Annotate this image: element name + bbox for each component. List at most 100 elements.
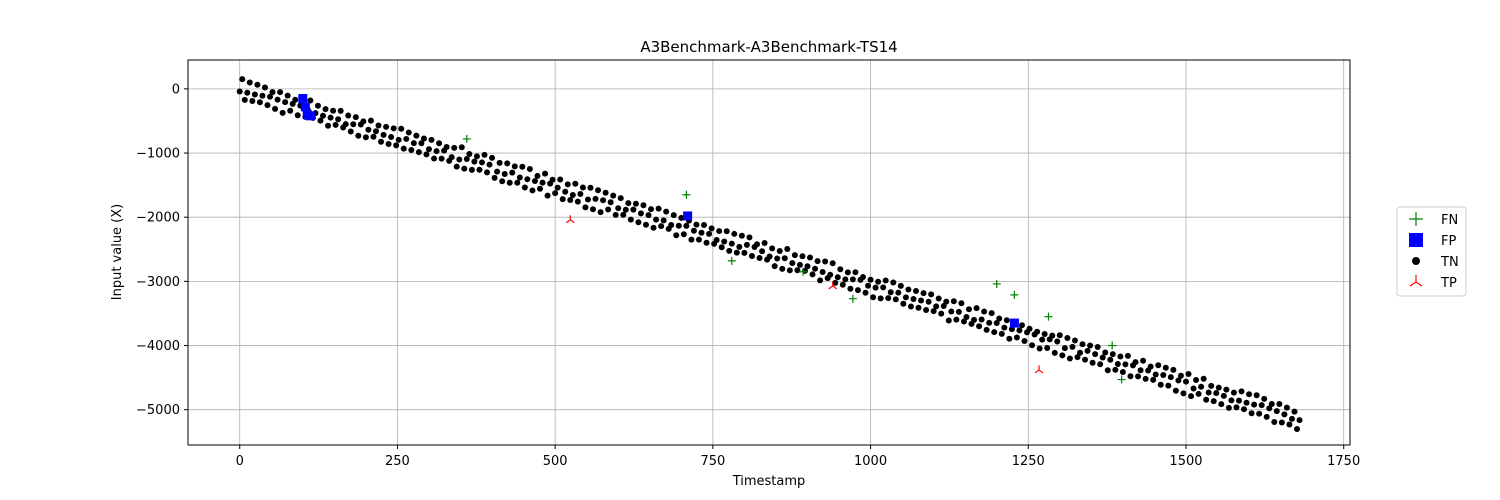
tn-point bbox=[847, 285, 854, 292]
tn-point bbox=[1061, 345, 1068, 352]
tn-point bbox=[251, 91, 258, 98]
tn-point bbox=[1172, 387, 1179, 394]
tn-point bbox=[620, 211, 627, 218]
tn-point bbox=[272, 105, 279, 112]
tn-point bbox=[817, 277, 824, 284]
tn-point bbox=[506, 179, 513, 186]
tn-point bbox=[771, 263, 778, 270]
tn-point bbox=[1054, 338, 1061, 345]
tn-point bbox=[794, 267, 801, 274]
x-tick-label: 1250 bbox=[1012, 454, 1045, 469]
tn-point bbox=[660, 217, 667, 224]
tn-point bbox=[453, 163, 460, 170]
tn-point bbox=[680, 231, 687, 238]
tn-point bbox=[1077, 349, 1084, 356]
tn-point bbox=[519, 163, 526, 170]
tn-point bbox=[1056, 332, 1063, 339]
data-points bbox=[236, 76, 1303, 433]
tn-point bbox=[345, 112, 352, 119]
tn-point bbox=[1213, 390, 1220, 397]
tn-point bbox=[905, 286, 912, 293]
tn-point bbox=[615, 205, 622, 212]
tn-point bbox=[574, 198, 581, 205]
tn-point bbox=[1074, 354, 1081, 361]
tn-point bbox=[1177, 372, 1184, 379]
tn-point bbox=[1175, 377, 1182, 384]
legend-marker-tn bbox=[1412, 257, 1420, 265]
tn-point bbox=[1150, 376, 1157, 383]
tn-point bbox=[438, 155, 445, 162]
tn-point bbox=[420, 135, 427, 142]
tn-point bbox=[653, 216, 660, 223]
tn-point bbox=[425, 146, 432, 153]
tn-point bbox=[256, 99, 263, 106]
tn-point bbox=[1026, 325, 1033, 332]
tn-point bbox=[637, 210, 644, 217]
tn-point bbox=[433, 148, 440, 155]
tn-point bbox=[1003, 317, 1010, 324]
tn-point bbox=[241, 96, 248, 103]
tn-point bbox=[521, 184, 528, 191]
tn-point bbox=[650, 224, 657, 231]
tn-point bbox=[933, 303, 940, 310]
tn-point bbox=[499, 178, 506, 185]
tn-point bbox=[837, 266, 844, 273]
tn-point bbox=[1165, 382, 1172, 389]
tn-point bbox=[1087, 342, 1094, 349]
tn-point bbox=[504, 160, 511, 167]
tn-point bbox=[370, 133, 377, 140]
tn-point bbox=[259, 92, 266, 99]
tn-point bbox=[648, 206, 655, 213]
tn-point bbox=[890, 279, 897, 286]
tn-point bbox=[335, 116, 342, 123]
tn-point bbox=[1016, 327, 1023, 334]
tn-point bbox=[870, 294, 877, 301]
tn-point bbox=[332, 121, 339, 128]
tn-point bbox=[567, 196, 574, 203]
y-tick-label: −3000 bbox=[136, 275, 180, 290]
fn-point bbox=[799, 267, 808, 276]
tn-point bbox=[403, 135, 410, 142]
tn-point bbox=[249, 97, 256, 104]
tn-point bbox=[867, 276, 874, 283]
tn-point bbox=[872, 284, 879, 291]
tn-point bbox=[277, 89, 284, 96]
tn-point bbox=[1059, 352, 1066, 359]
axis-ticks: 0 250 500 750 1000 1250 1500 1750 0 −1000 −2000 −30… bbox=[136, 82, 1360, 469]
tn-point bbox=[935, 295, 942, 302]
tn-point bbox=[796, 261, 803, 268]
tn-point bbox=[708, 225, 715, 232]
tn-point bbox=[781, 255, 788, 262]
tn-point bbox=[352, 114, 359, 121]
x-tick-label: 250 bbox=[385, 454, 410, 469]
tn-point bbox=[1208, 382, 1215, 389]
tn-point bbox=[668, 221, 675, 228]
tn-point bbox=[996, 315, 1003, 322]
tn-point bbox=[920, 290, 927, 297]
plot-frame bbox=[187, 59, 1351, 446]
tn-point bbox=[360, 118, 367, 125]
tn-point bbox=[1079, 341, 1086, 348]
tn-point bbox=[809, 271, 816, 278]
tn-point bbox=[1225, 404, 1232, 411]
tn-point bbox=[839, 281, 846, 288]
tp-point bbox=[828, 281, 838, 290]
tn-point bbox=[642, 221, 649, 228]
tn-point bbox=[284, 92, 291, 99]
tn-point bbox=[383, 123, 390, 130]
tn-point bbox=[1258, 402, 1265, 409]
tn-point bbox=[776, 248, 783, 255]
tn-point bbox=[539, 179, 546, 186]
fp-point bbox=[305, 111, 315, 121]
tn-point bbox=[703, 239, 710, 246]
tn-point bbox=[1124, 352, 1131, 359]
tn-point bbox=[1288, 415, 1295, 422]
tn-point bbox=[544, 192, 551, 199]
tn-point bbox=[912, 288, 919, 295]
tn-point bbox=[859, 274, 866, 281]
tn-point bbox=[461, 165, 468, 172]
tn-point bbox=[1008, 326, 1015, 333]
tn-point bbox=[1170, 366, 1177, 373]
tn-point bbox=[625, 200, 632, 207]
